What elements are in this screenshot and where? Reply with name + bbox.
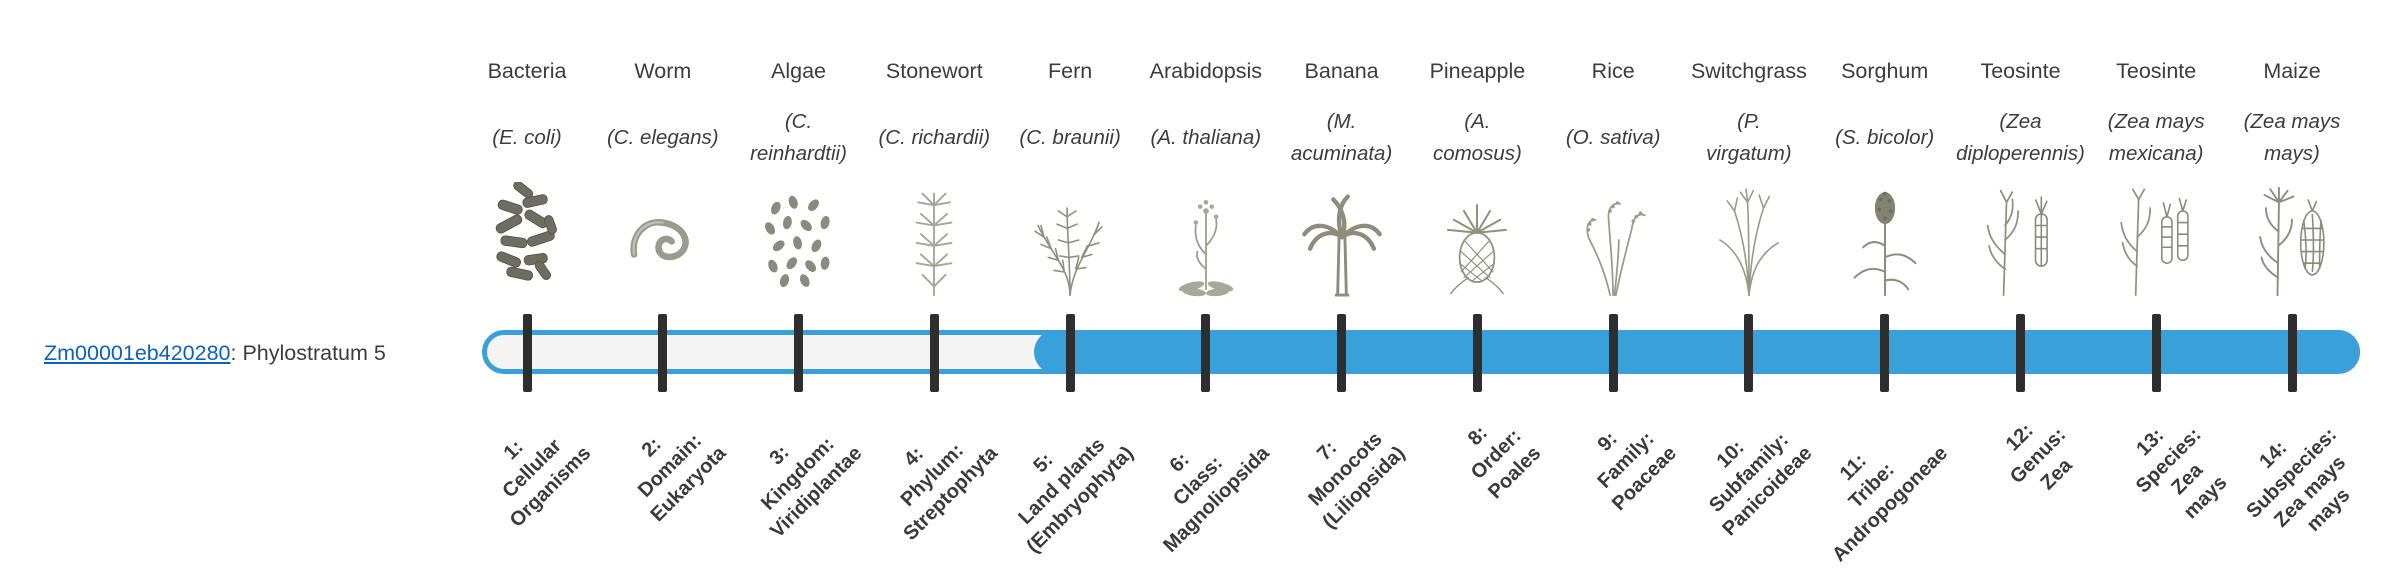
organism-scientific-name-text: (A. comosus) xyxy=(1432,110,1522,165)
organism-scientific-name: (A. comosus) xyxy=(1385,98,1569,178)
organism-name: Banana xyxy=(1304,59,1379,83)
organism-scientific-name: (O. sativa) xyxy=(1521,98,1705,178)
organism-name: Stonewort xyxy=(885,59,983,83)
phylostratum-label: 3: Kingdom: Viridiplantae xyxy=(756,433,867,543)
phylostratum-label: 7: Monocots (Liliopsida) xyxy=(1304,428,1410,534)
organism-scientific-name-text: (Zea mays mays) xyxy=(2243,110,2341,165)
phylostratum-tick xyxy=(929,314,939,392)
phylostratum-tick xyxy=(1337,314,1347,392)
organism-scientific-name: (E. coli) xyxy=(435,98,619,178)
phylostratum-tick xyxy=(794,314,803,392)
organism-scientific-name-text: (C. elegans) xyxy=(606,126,719,149)
fern-icon xyxy=(1000,178,1140,298)
phylostratum-label: 8: Order: Poales xyxy=(1463,421,1546,504)
organism-scientific-name: (M. acuminata) xyxy=(1250,98,1434,178)
banana-icon xyxy=(1272,178,1412,298)
phylostratum-tick xyxy=(1472,314,1482,392)
phylostratum-label: 14: Subspecies: Zea mays mays xyxy=(2242,423,2355,536)
organism-name: Rice xyxy=(1591,59,1635,83)
algae-icon xyxy=(729,178,869,298)
pineapple-icon xyxy=(1407,178,1547,298)
phylostratum-tick xyxy=(2287,314,2297,392)
rice-icon xyxy=(1543,178,1683,298)
phylostratum-tick xyxy=(522,314,532,392)
organism-name: Pineapple xyxy=(1429,59,1526,83)
stonewort-icon xyxy=(864,178,1004,298)
phylostratum-label: 13: Species: Zea mays xyxy=(2131,423,2232,524)
worm-icon xyxy=(593,178,733,298)
organism-scientific-name: (S. bicolor) xyxy=(1793,98,1977,178)
organism-scientific-name-text: (P. virgatum) xyxy=(1706,110,1792,165)
bacteria-icon xyxy=(457,178,597,298)
gene-phylostratum-text: : Phylostratum 5 xyxy=(230,341,386,365)
organism-scientific-name: (C. braunii) xyxy=(978,98,1162,178)
phylostratum-tick xyxy=(1201,314,1211,392)
organism-scientific-name-text: (C. reinhardtii) xyxy=(750,110,847,165)
organism-scientific-name: (P. virgatum) xyxy=(1657,98,1841,178)
phylostratum-tick xyxy=(1608,314,1618,392)
organism-scientific-name-text: (M. acuminata) xyxy=(1290,110,1393,165)
organism-name: Arabidopsis xyxy=(1149,59,1262,83)
arabidopsis-icon xyxy=(1136,178,1276,298)
phylostratum-tick xyxy=(1880,314,1890,392)
phylostratum-tick xyxy=(658,314,668,392)
teosinte-mexicana-icon xyxy=(2086,178,2226,298)
phylostrata-bar-fill xyxy=(1034,330,2360,374)
phylostratum-label: 9: Family: Poaceae xyxy=(1593,427,1681,516)
organism-scientific-name: (Zea mays mexicana) xyxy=(2064,98,2248,178)
organism-scientific-name: (C. reinhardtii) xyxy=(707,98,891,178)
switchgrass-icon xyxy=(1679,178,1819,298)
sorghum-icon xyxy=(1815,178,1955,298)
gene-label: Zm00001eb420280: Phylostratum 5 xyxy=(44,338,386,368)
phylostratum-label: 4: Phylum: Streptophyta xyxy=(896,439,1003,545)
organism-name: Switchgrass xyxy=(1690,59,1807,83)
phylostratum-tick xyxy=(1065,314,1075,392)
organism-scientific-name-text: (C. braunii) xyxy=(1019,126,1121,149)
organism-name: Worm xyxy=(634,59,692,83)
organism-scientific-name: (Zea mays mays) xyxy=(2200,98,2384,178)
organism-scientific-name: (C. richardii) xyxy=(842,98,1026,178)
phylostratum-label: 11: Tribe: Andropogoneae xyxy=(1828,442,1953,567)
organism-scientific-name: (C. elegans) xyxy=(571,98,755,178)
organism-name: Maize xyxy=(2263,59,2321,83)
organism-name: Algae xyxy=(771,59,826,83)
phylostratum-label: 5: Land plants (Embryophyta) xyxy=(1014,434,1138,558)
organism-scientific-name-text: (E. coli) xyxy=(492,126,562,149)
teosinte-diploperennis-icon xyxy=(1951,178,2091,298)
phylostratum-tick xyxy=(2016,314,2025,392)
phylostratum-label: 6: Class: Magnoliopsida xyxy=(1158,442,1274,557)
phylostratum-label: 1: Cellular Organisms xyxy=(497,434,595,532)
organism-name: Teosinte xyxy=(2116,59,2197,83)
phylostratum-tick xyxy=(1744,314,1754,392)
organism-name: Fern xyxy=(1047,59,1093,83)
organism-scientific-name: (A. thaliana) xyxy=(1114,98,1298,178)
phylostratum-label: 2: Domain: Eukaryota xyxy=(634,429,731,527)
organism-scientific-name-text: (A. thaliana) xyxy=(1150,126,1262,149)
organism-scientific-name-text: (C. richardii) xyxy=(878,126,991,149)
organism-scientific-name-text: (Zea mays mexicana) xyxy=(2107,110,2205,165)
organism-scientific-name-text: (S. bicolor) xyxy=(1835,126,1935,149)
organism-name: Bacteria xyxy=(487,59,567,83)
organism-scientific-name-text: (O. sativa) xyxy=(1565,126,1661,149)
organism-name: Teosinte xyxy=(1980,59,2061,83)
phylostratum-label: 10: Subfamily: Panicoideae xyxy=(1705,428,1817,541)
phylostratum-label: 12: Genus: Zea xyxy=(2001,419,2077,495)
organism-scientific-name-text: (Zea diploperennis) xyxy=(1956,110,2085,165)
organism-name: Sorghum xyxy=(1841,59,1929,83)
phylostratum-tick xyxy=(2151,314,2161,392)
maize-icon xyxy=(2222,178,2362,298)
gene-id-link[interactable]: Zm00001eb420280 xyxy=(44,341,231,365)
organism-scientific-name: (Zea diploperennis) xyxy=(1929,98,2113,178)
